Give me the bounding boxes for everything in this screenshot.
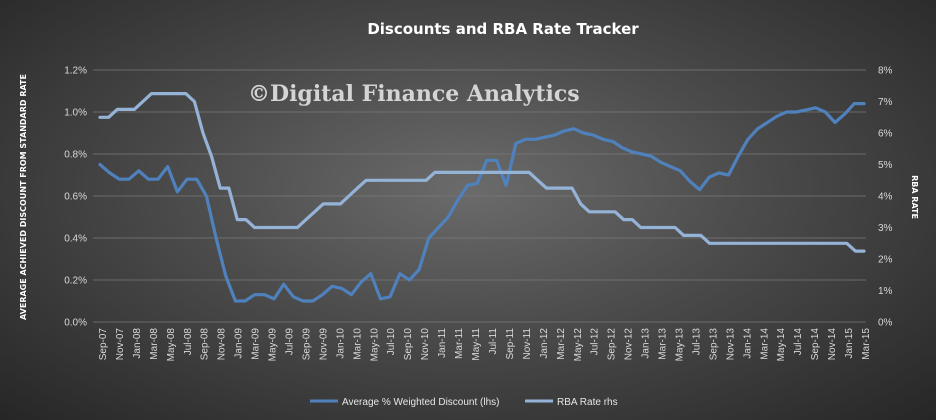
- y-tick-label: 0.2%: [64, 276, 87, 287]
- x-axis-ticks: Sep-07 Nov-07 Jan-08 Mar-08 May-08 Jul-08 Sep-…: [98, 328, 872, 362]
- x-tick-label: Jan-15: [844, 328, 855, 359]
- y2-tick-label: 7%: [878, 97, 893, 108]
- x-tick-label: Mar-13: [658, 328, 669, 360]
- x-tick-label: May-10: [369, 328, 380, 362]
- y2-tick-label: 8%: [878, 66, 893, 77]
- x-tick-label: Nov-12: [624, 328, 635, 361]
- x-tick-label: Sep-10: [403, 328, 414, 361]
- x-tick-label: Sep-12: [607, 328, 618, 361]
- x-tick-label: May-11: [471, 328, 482, 361]
- y-tick-label: 0.0%: [64, 318, 87, 329]
- right-axis-title: RBA RATE: [910, 175, 919, 219]
- x-tick-label: Nov-07: [115, 328, 126, 361]
- x-tick-label: Jan-13: [641, 328, 652, 359]
- x-tick-label: Mar-09: [251, 328, 262, 360]
- x-tick-label: Nov-10: [420, 328, 431, 361]
- x-tick-label: Sep-08: [200, 328, 211, 361]
- x-tick-label: Nov-13: [725, 328, 736, 361]
- y2-tick-label: 6%: [878, 129, 893, 140]
- y2-tick-label: 1%: [878, 286, 893, 297]
- left-axis-title: AVERAGE ACHIEVED DISCOUNT FROM STANDARD …: [19, 74, 28, 320]
- watermark-text: ©Digital Finance Analytics: [248, 81, 580, 107]
- x-tick-label: Jan-11: [437, 328, 448, 358]
- rba-rate-series-line: [98, 91, 866, 253]
- y2-tick-label: 2%: [878, 255, 893, 266]
- x-tick-label: Jul-14: [793, 328, 804, 356]
- y2-tick-label: 4%: [878, 192, 893, 203]
- y-tick-label: 0.6%: [64, 192, 87, 203]
- x-tick-label: Nov-09: [318, 328, 329, 361]
- x-tick-label: May-14: [776, 328, 787, 362]
- x-tick-label: Jul-11: [488, 328, 499, 355]
- x-tick-label: Jan-12: [539, 328, 550, 359]
- x-tick-label: Jul-08: [183, 328, 194, 356]
- x-tick-label: Mar-12: [556, 328, 567, 360]
- x-tick-label: Mar-10: [352, 328, 363, 360]
- y-tick-label: 0.4%: [64, 234, 87, 245]
- x-tick-label: Nov-08: [217, 328, 228, 361]
- x-tick-label: Mar-15: [861, 328, 872, 360]
- x-tick-label: Jul-12: [590, 328, 601, 356]
- x-tick-label: Jan-09: [234, 328, 245, 359]
- x-tick-label: Jul-13: [691, 328, 702, 356]
- legend: Average % Weighted Discount (lhs) RBA Ra…: [310, 397, 618, 408]
- gridlines: [93, 69, 866, 323]
- x-tick-label: Nov-11: [522, 328, 533, 360]
- y2-tick-label: 5%: [878, 160, 893, 171]
- x-tick-label: Mar-08: [149, 328, 160, 360]
- x-tick-label: Sep-09: [301, 328, 312, 361]
- y2-tick-label: 3%: [878, 223, 893, 234]
- y-tick-label: 1.2%: [64, 66, 87, 77]
- x-tick-label: Jan-08: [132, 328, 143, 359]
- left-axis-ticks: 0.0% 0.2% 0.4% 0.6% 0.8% 1.0% 1.2%: [64, 66, 87, 329]
- discount-series-line: [98, 101, 866, 303]
- y-tick-label: 1.0%: [64, 108, 87, 119]
- x-tick-label: Jan-14: [742, 328, 753, 359]
- x-tick-label: Jan-10: [335, 328, 346, 359]
- right-axis-ticks: 0% 1% 2% 3% 4% 5% 6% 7% 8%: [878, 66, 893, 329]
- x-tick-label: May-08: [166, 328, 177, 362]
- x-tick-label: Nov-14: [827, 328, 838, 361]
- x-tick-label: Jul-09: [285, 328, 296, 356]
- legend-label-rba: RBA Rate rhs: [557, 397, 618, 408]
- y-tick-label: 0.8%: [64, 150, 87, 161]
- x-tick-label: Mar-14: [759, 328, 770, 360]
- x-tick-label: Mar-11: [454, 328, 465, 359]
- x-tick-label: Sep-07: [98, 328, 109, 361]
- x-tick-label: Jul-10: [386, 328, 397, 356]
- legend-label-discount: Average % Weighted Discount (lhs): [342, 397, 500, 408]
- x-tick-label: Sep-14: [810, 328, 821, 361]
- chart-title: Discounts and RBA Rate Tracker: [367, 20, 639, 38]
- x-tick-label: May-09: [268, 328, 279, 362]
- x-tick-label: Sep-13: [708, 328, 719, 361]
- series-lines: [98, 91, 866, 303]
- x-tick-label: May-12: [573, 328, 584, 362]
- x-tick-label: May-13: [674, 328, 685, 362]
- y2-tick-label: 0%: [878, 318, 893, 329]
- x-tick-label: Sep-11: [505, 328, 516, 360]
